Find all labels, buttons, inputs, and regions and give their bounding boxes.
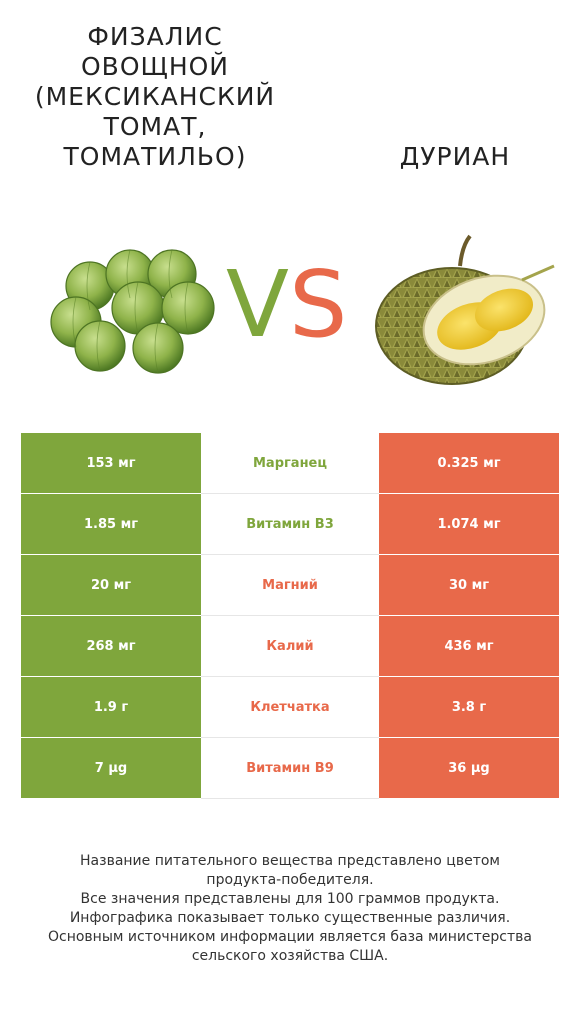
nutrient-name: Марганец xyxy=(201,433,379,494)
right-value: 0.325 мг xyxy=(379,433,559,494)
left-value: 1.9 г xyxy=(21,676,201,738)
left-title-line: томат, xyxy=(103,112,207,141)
table-row: 1.85 мг Витамин B3 1.074 мг xyxy=(21,493,559,555)
footer-line: Основным источником информации является … xyxy=(48,929,532,945)
left-title-line: (мексиканский xyxy=(34,82,276,111)
right-value: 36 µg xyxy=(379,737,559,799)
left-title-line: овощной xyxy=(80,52,230,81)
right-value: 436 мг xyxy=(379,615,559,677)
nutrient-name: Витамин B9 xyxy=(201,737,379,799)
right-value: 3.8 г xyxy=(379,676,559,738)
durian-image xyxy=(375,234,555,385)
nutrient-name: Витамин B3 xyxy=(201,493,379,555)
left-value: 268 мг xyxy=(21,615,201,677)
table-row: 153 мг Марганец 0.325 мг xyxy=(21,433,559,494)
footer-note: Название питательного вещества представл… xyxy=(10,852,570,966)
right-product-title: Дуриан xyxy=(399,142,511,171)
table-row: 7 µg Витамин B9 36 µg xyxy=(21,737,559,799)
right-value: 1.074 мг xyxy=(379,493,559,555)
footer-line: Инфографика показывает только существенн… xyxy=(69,910,511,926)
footer-line: Все значения представлены для 100 граммо… xyxy=(80,891,500,907)
left-title-line: Физалис xyxy=(87,22,223,51)
left-title-line: томатильо) xyxy=(63,142,247,171)
footer-line: продукта-победителя. xyxy=(206,872,374,888)
table-row: 20 мг Магний 30 мг xyxy=(21,554,559,616)
nutrient-name: Магний xyxy=(201,554,379,616)
tomatillo-image xyxy=(50,249,215,374)
footer-line: сельского хозяйства США. xyxy=(191,948,389,964)
vs-v: V xyxy=(226,251,289,358)
left-value: 1.85 мг xyxy=(21,493,201,555)
left-value: 20 мг xyxy=(21,554,201,616)
left-value: 153 мг xyxy=(21,433,201,494)
table-row: 1.9 г Клетчатка 3.8 г xyxy=(21,676,559,738)
right-value: 30 мг xyxy=(379,554,559,616)
table-row: 268 мг Калий 436 мг xyxy=(21,615,559,677)
comparison-table: 153 мг Марганец 0.325 мг 1.85 мг Витамин B3 1… xyxy=(21,433,559,799)
left-product-title: Физалис овощной (мексиканский томат, том… xyxy=(20,22,290,172)
vs-s: S xyxy=(288,251,348,358)
nutrient-name: Калий xyxy=(201,615,379,677)
vs-label: VS xyxy=(226,250,347,360)
footer-line: Название питательного вещества представл… xyxy=(80,853,500,869)
comparison-rows: 153 мг Марганец 0.325 мг 1.85 мг Витамин B3 1… xyxy=(21,433,559,799)
left-value: 7 µg xyxy=(21,737,201,799)
nutrient-name: Клетчатка xyxy=(201,676,379,738)
